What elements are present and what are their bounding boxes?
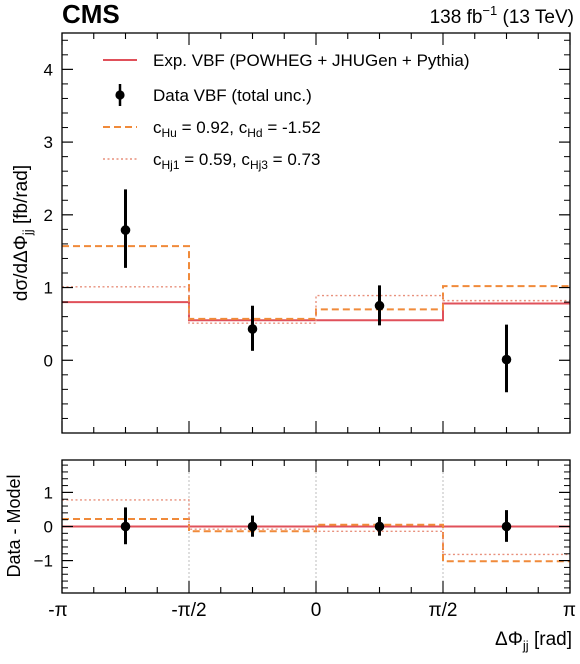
- ratio-ytick-label: 1: [44, 483, 53, 502]
- xlabel-prefix: ΔΦ: [495, 629, 523, 650]
- legend-label-sub: Hj3: [250, 158, 268, 172]
- main-frame: [61, 32, 571, 434]
- lumi-prefix: 138 fb: [430, 7, 483, 28]
- main-data-point: [247, 324, 258, 334]
- x-tick-label: π: [563, 600, 576, 621]
- legend-label: Exp. VBF (POWHEG + JHUGen + Pythia): [153, 51, 469, 70]
- ratio-plot-content: [62, 460, 570, 593]
- main-ylabel-prefix: dσ/dΔΦ: [11, 235, 32, 301]
- ratio-panel: −1 0 1 -π -π/2 0 π/2 π Data - Model ΔΦjj [rad]: [4, 459, 576, 653]
- legend-label-part: = 0.59, c: [180, 150, 251, 169]
- main-ytick-label: 3: [44, 133, 53, 152]
- legend-label-sub: Hj1: [162, 158, 180, 172]
- xlabel-sub: jj: [522, 638, 529, 653]
- legend-label-sub: Hu: [162, 126, 177, 140]
- legend-label-part: = 0.92, c: [177, 118, 248, 137]
- legend-label-part: = -1.52: [263, 118, 321, 137]
- xlabel-suffix: [rad]: [529, 629, 572, 650]
- main-ytick-label: 1: [44, 279, 53, 298]
- ratio-data-point: [247, 521, 258, 532]
- ratio-ytick-label: −1: [34, 552, 53, 571]
- legend-label-part: c: [153, 118, 162, 137]
- main-data-point: [374, 300, 385, 311]
- main-series-2-step: [62, 245, 570, 320]
- legend-label: cHu = 0.92, cHd = -1.52: [153, 118, 321, 140]
- main-ylabel-sub: jj: [20, 229, 35, 236]
- main-plot-content: [62, 189, 570, 393]
- main-ylabel: dσ/dΔΦjj [fb/rad]: [11, 165, 35, 301]
- experiment-label: CMS: [62, 0, 120, 29]
- ratio-ytick-label: 0: [44, 518, 53, 537]
- x-tick-label: 0: [311, 600, 322, 621]
- ratio-series-3-step: [62, 499, 570, 556]
- lumi-suffix: (13 TeV): [497, 7, 574, 28]
- x-tick-label: -π: [48, 600, 67, 621]
- main-ytick-label: 2: [44, 206, 53, 225]
- main-axes: 0 1 2 3 4: [44, 33, 571, 434]
- main-panel: 0 1 2 3 4 dσ/dΔΦjj [fb/rad] Exp. VBF (POWHEG…: [11, 32, 571, 434]
- ratio-axes: −1 0 1 -π -π/2 0 π/2 π: [34, 460, 576, 621]
- legend: Exp. VBF (POWHEG + JHUGen + Pythia) Data …: [103, 51, 469, 172]
- ratio-series-2-step: [62, 517, 570, 563]
- legend-label-part: = 0.73: [268, 150, 320, 169]
- x-tick-label: π/2: [429, 600, 458, 621]
- legend-label-part: c: [153, 150, 162, 169]
- main-ytick-label: 4: [44, 60, 53, 79]
- ratio-data-point: [120, 521, 131, 532]
- legend-label-sub: Hd: [247, 126, 262, 140]
- ratio-data-point: [501, 521, 512, 532]
- x-tick-label: -π/2: [171, 600, 206, 621]
- legend-marker-data-point: [115, 90, 125, 100]
- lumi-sup: −1: [482, 3, 497, 18]
- legend-label: cHj1 = 0.59, cHj3 = 0.73: [153, 150, 320, 172]
- main-ytick-label: 0: [44, 351, 53, 370]
- lumi-label: 138 fb−1 (13 TeV): [430, 3, 574, 28]
- main-data-point: [120, 225, 131, 235]
- main-data-point: [501, 354, 512, 365]
- ratio-data-point: [374, 521, 385, 532]
- main-series-3-step: [62, 286, 570, 324]
- ratio-ylabel: Data - Model: [4, 474, 24, 577]
- x-axis-label: ΔΦjj [rad]: [495, 629, 572, 653]
- main-ylabel-suffix: [fb/rad]: [11, 165, 32, 229]
- legend-label: Data VBF (total unc.): [153, 86, 312, 105]
